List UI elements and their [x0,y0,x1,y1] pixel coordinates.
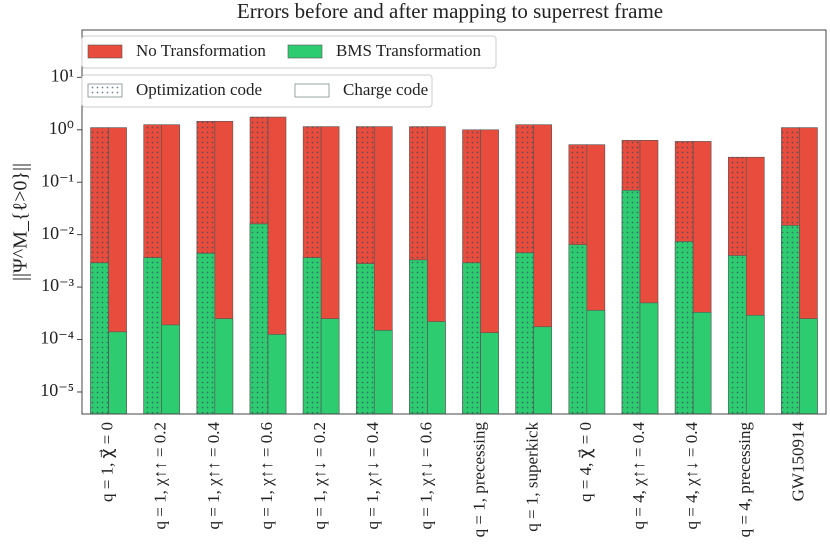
bar [320,318,340,415]
bar [692,312,712,415]
bar-hatch [462,262,481,414]
bar-hatch [90,262,109,414]
bar-hatch [781,225,800,414]
bar-hatch [675,241,694,414]
bar [214,318,234,415]
y-tick-label: 10⁻⁴ [40,328,74,348]
x-tick-label: q = 1, χ↑↓ = 0.6 [416,422,435,529]
bar [799,318,818,415]
bar-hatch [409,259,428,414]
bar [161,324,181,415]
bar-hatch [143,257,162,414]
x-tick-label: q = 1, χ↑↑ = 0.2 [151,422,170,529]
y-tick-label: 10⁰ [49,118,74,138]
legend-label: No Transformation [136,41,266,60]
bar-hatch [728,255,747,414]
plot-frame [81,29,827,415]
y-tick-label: 10⁻³ [41,275,75,295]
x-tick-label: q = 1, χ↑↓ = 0.4 [363,422,382,530]
x-tick-label: q = 4, χ↑↓ = 0.4 [682,422,701,530]
bar [108,331,127,415]
x-tick-label: q = 1, superkick [523,422,542,532]
x-tick-label: q = 4, χ⃗ = 0 [576,422,595,502]
x-tick-label: q = 4, χ↑↑ = 0.4 [629,422,648,530]
y-tick-label: 10⁻¹ [41,170,74,190]
bar-hatch [515,252,534,414]
y-axis-label: ||Ψ^M_{ℓ>0}|| [10,163,32,281]
legend-label: Optimization code [136,80,262,99]
x-tick-label: q = 1, χ↑↓ = 0.2 [310,422,329,529]
bar-hatch [196,253,215,414]
y-tick-label: 10⁻² [41,223,74,243]
x-tick-label: q = 1, χ⃗ = 0 [97,422,116,502]
bar-hatch [303,257,322,414]
legend-label: BMS Transformation [336,41,481,60]
bar-hatch [356,263,375,414]
bar [427,321,446,415]
bar-hatch [622,190,640,414]
legend-frame [81,74,433,108]
y-tick-label: 10¹ [51,65,74,85]
bar [373,329,393,415]
legend-swatch [287,44,323,59]
bar [745,314,765,415]
x-tick-label: q = 1, χ↑↑ = 0.6 [257,422,276,529]
bar [267,334,287,415]
x-tick-label: q = 1, χ↑↑ = 0.4 [204,422,223,530]
legend-swatch [294,83,330,98]
bar [480,332,499,415]
bar-hatch [568,244,587,414]
legend-swatch [87,44,123,59]
bar [533,326,553,415]
x-tick-label: GW150914 [788,422,807,502]
legend-swatch [87,83,123,98]
x-tick-label: q = 1, precessing [469,422,488,538]
y-tick-label: 10⁻⁵ [40,380,74,400]
chart-title: Errors before and after mapping to super… [237,0,663,23]
x-tick-label: q = 4, precessing [735,422,754,538]
legend-label: Charge code [343,80,428,99]
bar-hatch [250,223,268,414]
bar [639,302,659,415]
bar [586,310,606,415]
